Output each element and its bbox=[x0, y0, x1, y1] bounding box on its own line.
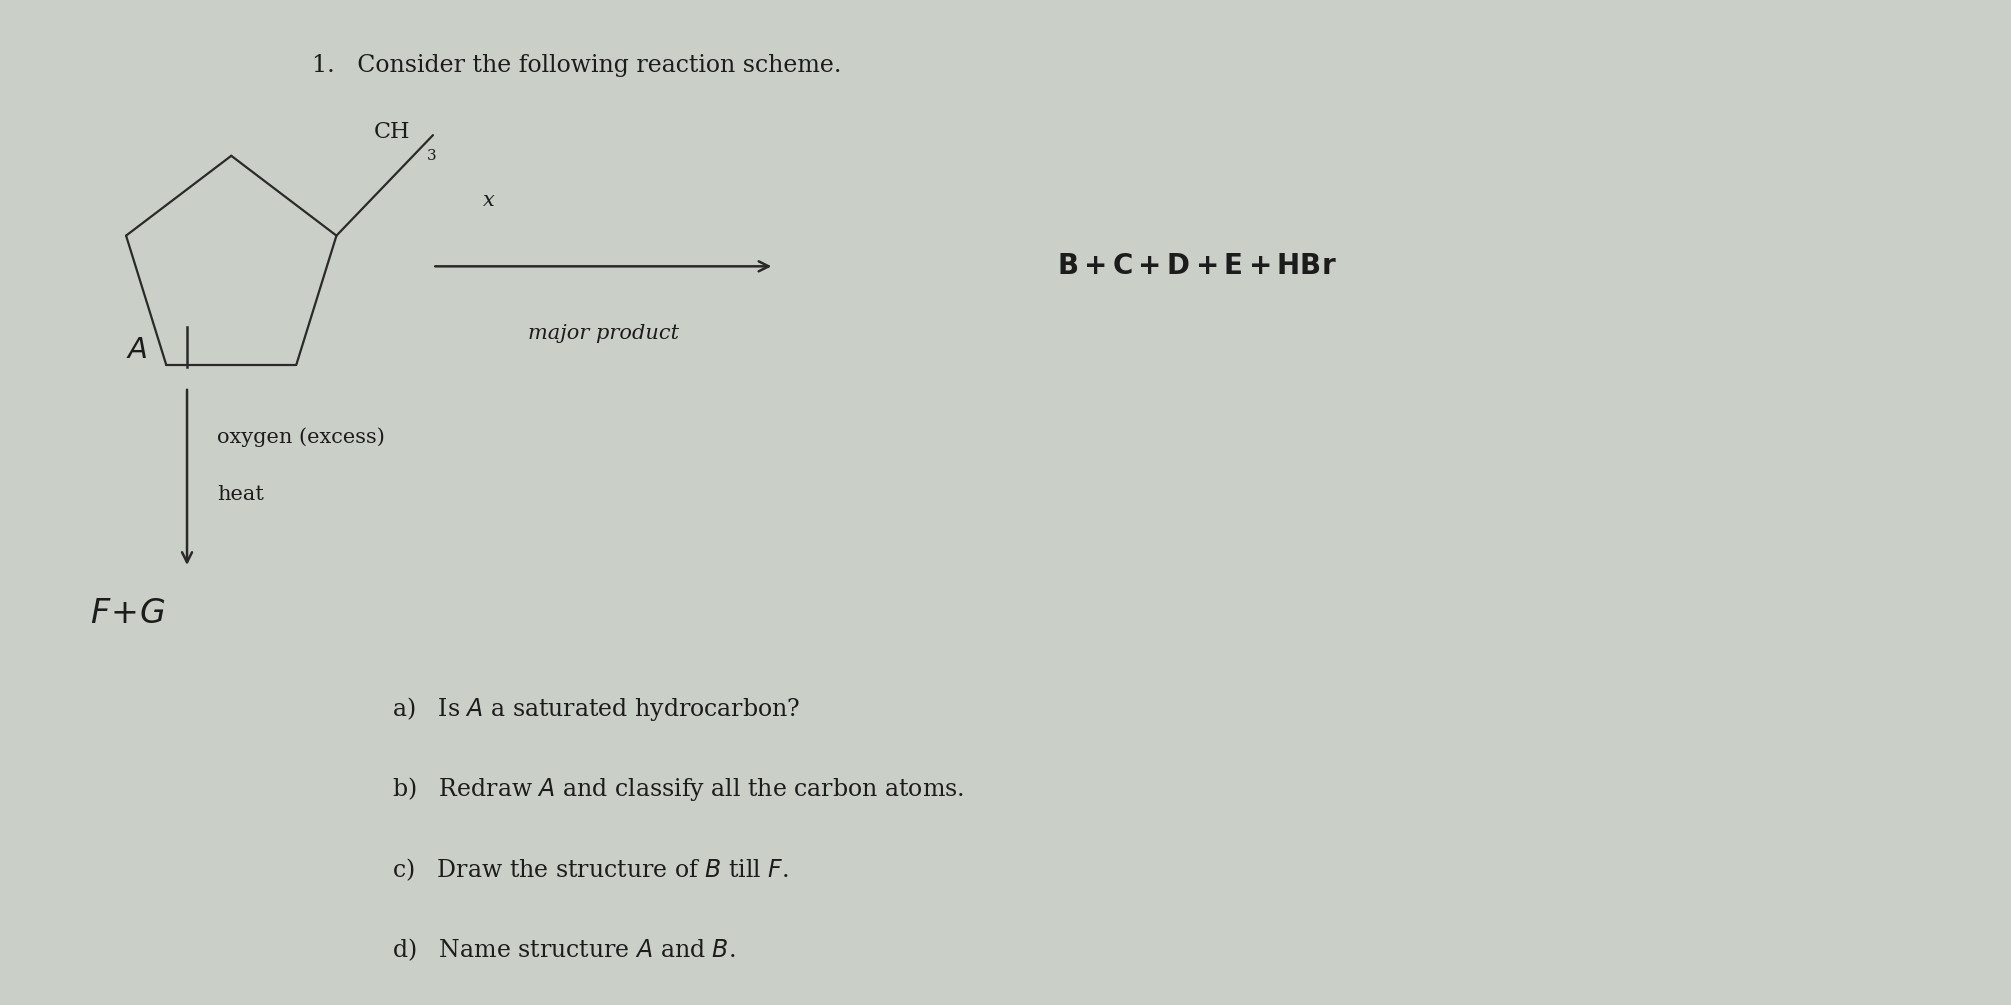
Text: a)   Is $\mathit{A}$ a saturated hydrocarbon?: a) Is $\mathit{A}$ a saturated hydrocarb… bbox=[392, 694, 800, 723]
Text: x: x bbox=[483, 192, 495, 210]
Text: CH: CH bbox=[374, 121, 410, 143]
Text: heat: heat bbox=[217, 485, 263, 504]
Text: $\mathit{F}\!+\!\mathit{G}$: $\mathit{F}\!+\!\mathit{G}$ bbox=[90, 597, 167, 629]
Text: $\mathbf{B + C +  D +  E +  HBr}$: $\mathbf{B + C + D + E + HBr}$ bbox=[1056, 253, 1337, 279]
Text: oxygen (excess): oxygen (excess) bbox=[217, 427, 384, 447]
Text: d)   Name structure $\mathit{A}$ and $\mathit{B}$.: d) Name structure $\mathit{A}$ and $\mat… bbox=[392, 937, 736, 963]
Text: $\mathit{A}$: $\mathit{A}$ bbox=[127, 336, 147, 364]
Text: 3: 3 bbox=[426, 149, 436, 163]
Text: c)   Draw the structure of $\mathit{B}$ till $\mathit{F}$.: c) Draw the structure of $\mathit{B}$ ti… bbox=[392, 856, 788, 882]
Text: b)   Redraw $\mathit{A}$ and classify all the carbon atoms.: b) Redraw $\mathit{A}$ and classify all … bbox=[392, 775, 963, 803]
Text: major product: major product bbox=[527, 325, 680, 343]
Text: 1.   Consider the following reaction scheme.: 1. Consider the following reaction schem… bbox=[312, 54, 841, 76]
